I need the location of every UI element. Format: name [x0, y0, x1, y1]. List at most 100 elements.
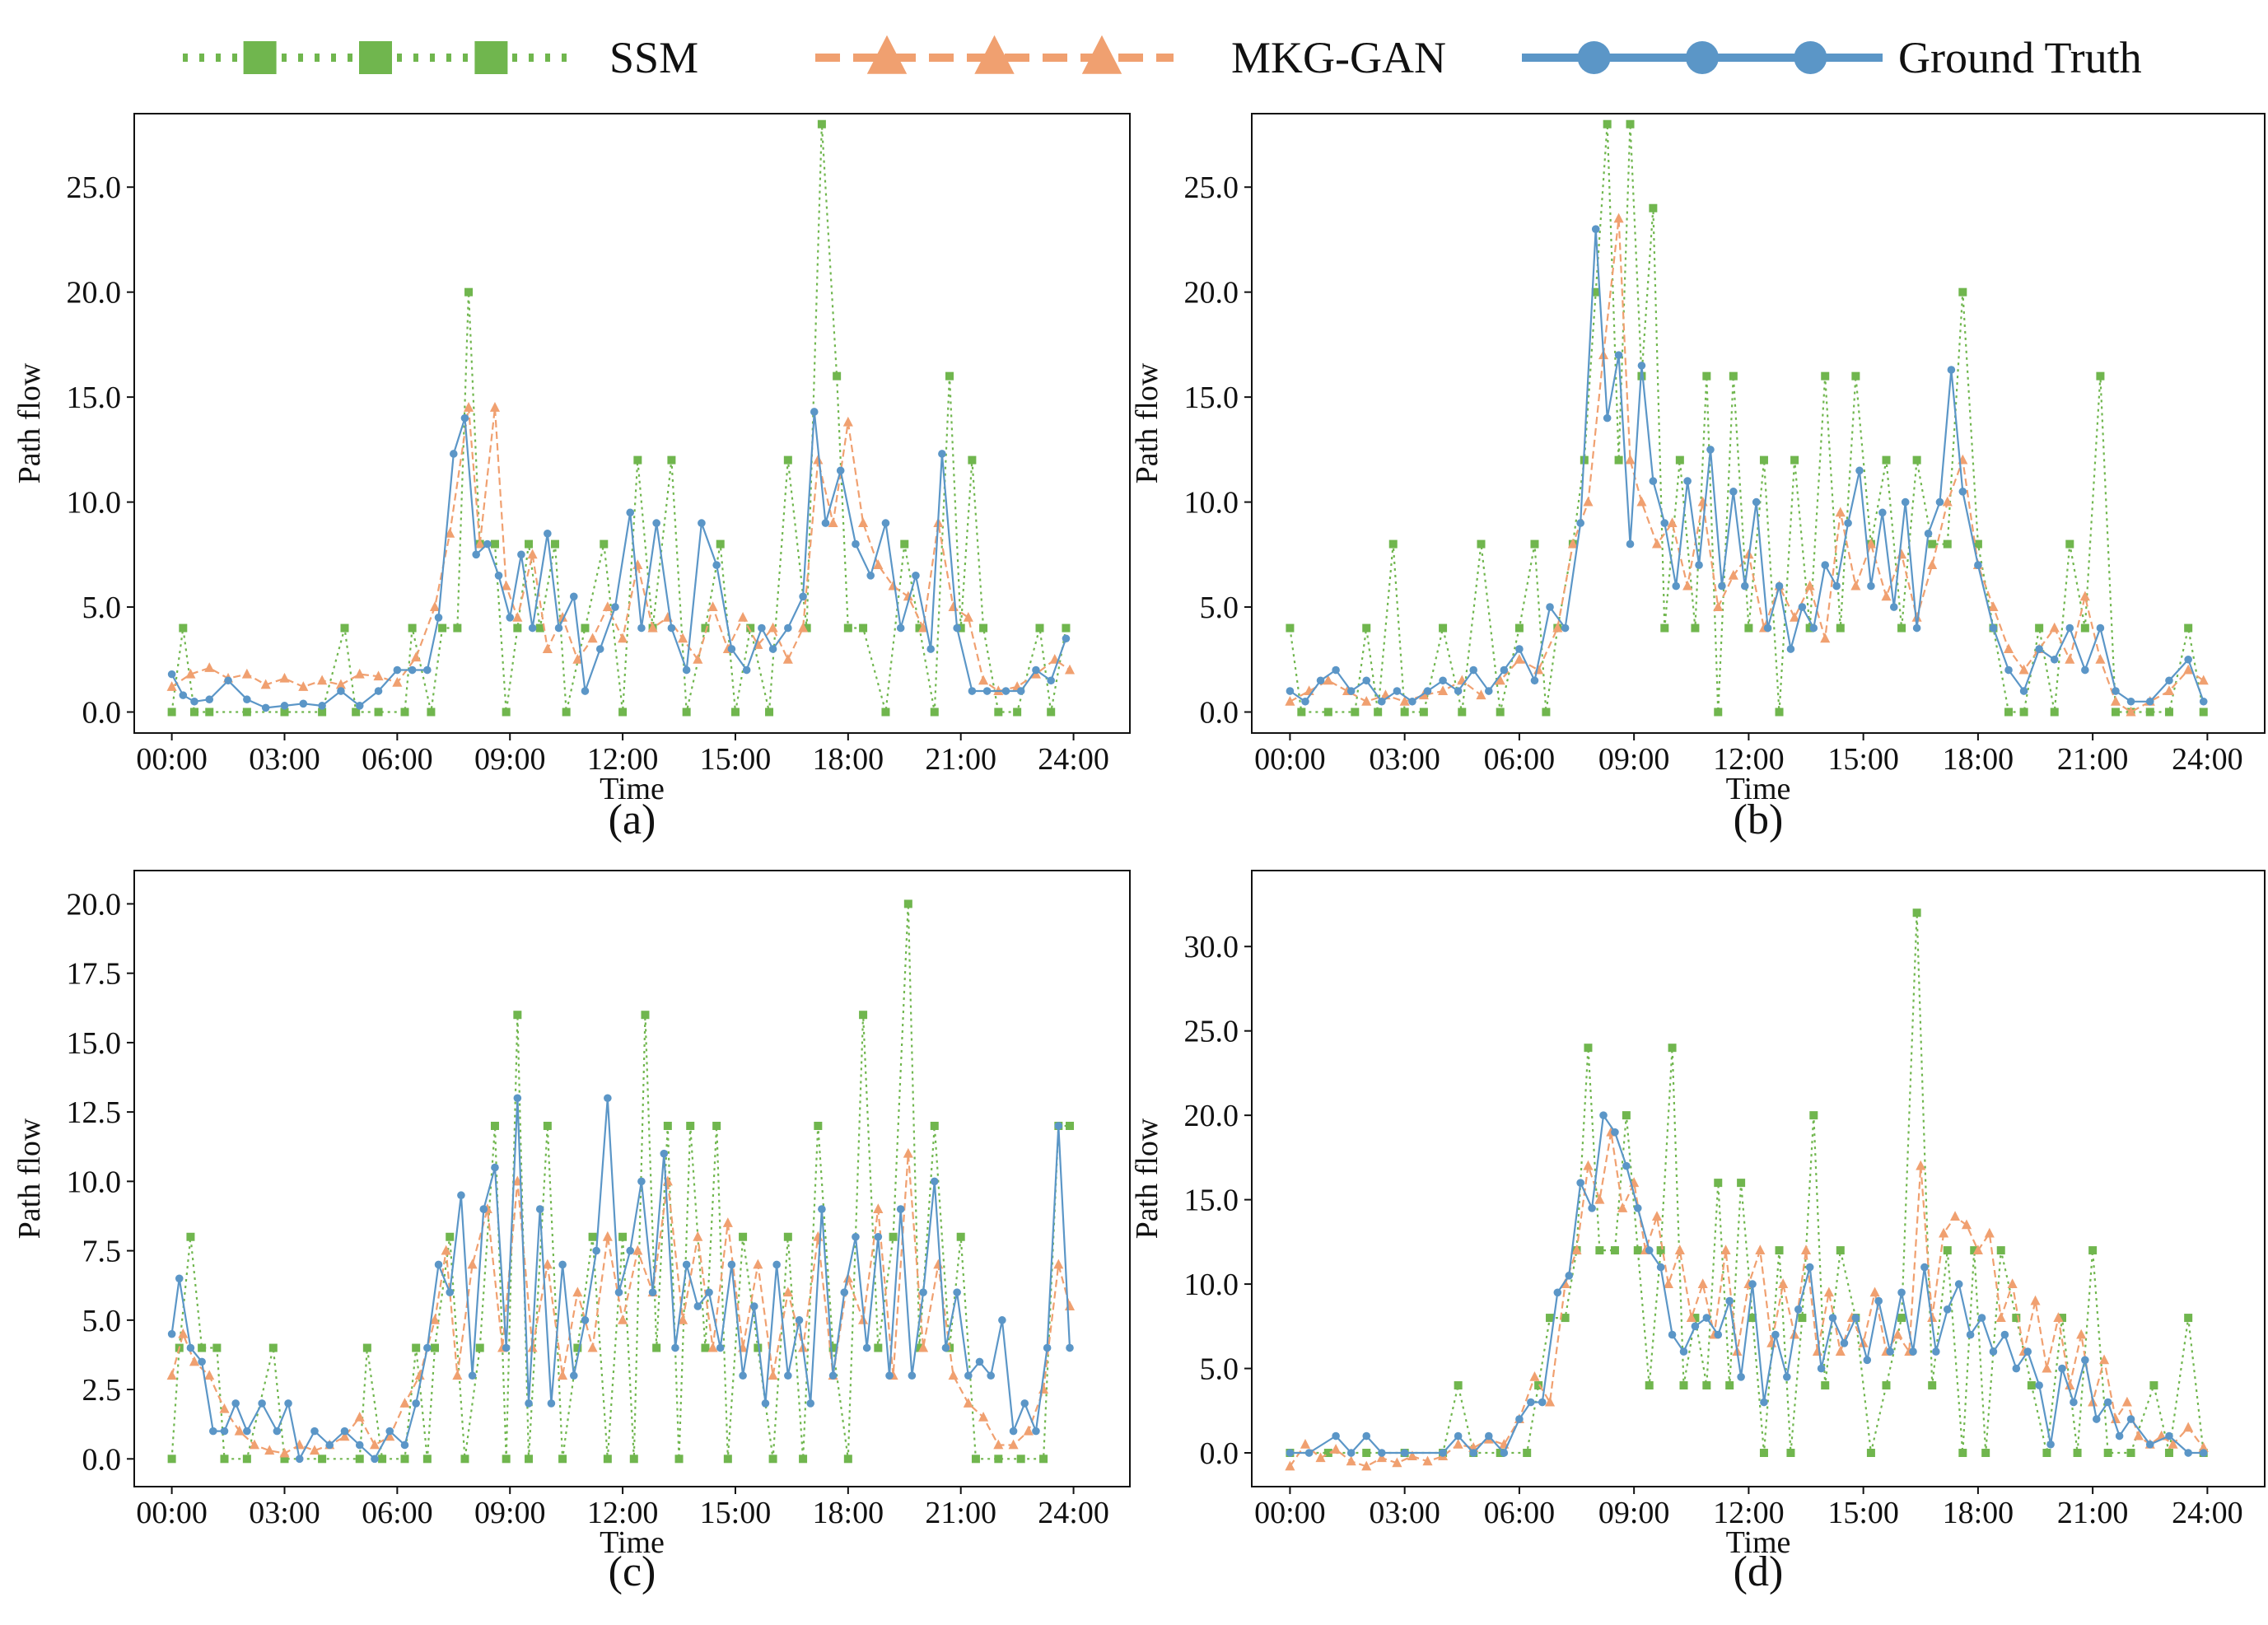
data-point-mkg-gan	[2003, 643, 2014, 653]
y-tick-label: 20.0	[67, 276, 122, 311]
data-point-ground-truth	[186, 1343, 195, 1352]
data-point-ssm	[1737, 1179, 1746, 1188]
data-point-ground-truth	[2023, 1347, 2032, 1356]
data-point-ground-truth	[1748, 1280, 1757, 1288]
data-point-ground-truth	[698, 519, 706, 527]
data-point-ground-truth	[799, 592, 807, 601]
data-point-mkg-gan	[1667, 517, 1678, 528]
data-point-mkg-gan	[558, 611, 568, 622]
data-point-mkg-gan	[1346, 1455, 1356, 1466]
legend-marker	[243, 41, 277, 74]
y-tick-label: 5.0	[82, 1304, 122, 1338]
data-point-ssm	[490, 1121, 499, 1130]
data-point-ssm	[1775, 1246, 1784, 1255]
data-point-ssm	[543, 1121, 552, 1130]
data-point-mkg-gan	[2018, 664, 2029, 675]
data-point-ground-truth	[1020, 1399, 1029, 1408]
panel-label: (d)	[1734, 1548, 1784, 1595]
data-point-ground-truth	[1393, 687, 1402, 695]
data-point-ssm	[550, 539, 559, 549]
data-point-ssm	[874, 1343, 883, 1352]
data-point-mkg-gan	[234, 1425, 245, 1436]
x-tick-label: 09:00	[474, 742, 546, 777]
data-point-mkg-gan	[1778, 1278, 1789, 1289]
data-point-ground-truth	[1844, 519, 1852, 527]
data-point-ground-truth	[682, 665, 691, 675]
data-point-ground-truth	[1920, 1263, 1929, 1272]
series-mkg-gan	[166, 402, 1076, 695]
series-line-mkg-gan	[1289, 1131, 2205, 1468]
data-point-ssm	[1534, 1381, 1543, 1390]
data-point-ground-truth	[2103, 1398, 2112, 1407]
data-point-ground-truth	[964, 1371, 973, 1380]
data-point-ssm	[2126, 1449, 2135, 1458]
data-point-ground-truth	[1912, 623, 1921, 633]
data-point-mkg-gan	[903, 1147, 913, 1158]
data-point-mkg-gan	[1315, 1452, 1326, 1463]
data-point-ground-truth	[1763, 623, 1772, 633]
x-tick-label: 24:00	[1038, 1496, 1109, 1530]
data-point-ssm	[1759, 455, 1768, 465]
data-point-ground-truth	[660, 1149, 669, 1158]
data-point-ground-truth	[818, 1205, 826, 1213]
data-point-ground-truth	[325, 1441, 334, 1450]
data-point-mkg-gan	[678, 1314, 688, 1324]
data-point-mkg-gan	[467, 1258, 478, 1269]
data-point-ssm	[205, 707, 214, 717]
data-point-ground-truth	[2199, 697, 2208, 706]
data-point-mkg-gan	[813, 454, 824, 465]
legend-label: Ground Truth	[1898, 33, 2142, 82]
data-point-ssm	[723, 1455, 732, 1464]
data-point-ssm	[1668, 1044, 1677, 1053]
data-point-mkg-gan	[618, 633, 628, 643]
data-point-ground-truth	[1515, 645, 1524, 653]
data-point-ground-truth	[535, 1205, 544, 1213]
data-point-ground-truth	[295, 1455, 304, 1464]
data-point-mkg-gan	[1927, 559, 1938, 570]
data-point-ssm	[739, 1232, 748, 1241]
data-point-ground-truth	[2126, 1415, 2135, 1423]
data-point-ground-truth	[231, 1399, 240, 1408]
data-point-ground-truth	[310, 1427, 319, 1436]
data-point-ground-truth	[874, 1232, 883, 1241]
data-point-ground-truth	[828, 1371, 838, 1380]
data-point-mkg-gan	[1552, 622, 1563, 633]
data-point-ground-truth	[1043, 1343, 1052, 1352]
data-point-mkg-gan	[1881, 591, 1892, 601]
x-tick-label: 12:00	[587, 1496, 659, 1530]
data-point-ssm	[843, 1455, 852, 1464]
data-point-ground-truth	[1649, 477, 1658, 485]
data-point-ground-truth	[1400, 1449, 1409, 1457]
data-point-ground-truth	[1561, 623, 1570, 633]
data-point-mkg-gan	[873, 1203, 884, 1214]
data-point-ground-truth	[1886, 1347, 1894, 1356]
data-point-mkg-gan	[260, 679, 271, 689]
data-point-mkg-gan	[542, 1258, 553, 1269]
data-point-ssm	[900, 539, 909, 549]
data-point-mkg-gan	[1995, 1312, 2006, 1323]
data-point-ground-truth	[852, 539, 860, 549]
data-point-ssm	[562, 707, 571, 717]
data-point-ground-truth	[1603, 413, 1612, 423]
data-point-mkg-gan	[2183, 1422, 2194, 1432]
legend: SSM MKG-GAN Ground Truth	[183, 33, 2142, 82]
data-point-ground-truth	[2165, 676, 2173, 685]
data-point-ssm	[355, 1455, 364, 1464]
data-point-ground-truth	[1626, 539, 1635, 549]
data-point-ground-truth	[355, 702, 364, 710]
data-point-ground-truth	[912, 572, 920, 580]
data-point-mkg-gan	[782, 653, 793, 664]
data-point-ssm	[1675, 455, 1684, 465]
data-point-ground-truth	[544, 530, 552, 538]
data-point-ssm	[2027, 1381, 2036, 1390]
data-point-mkg-gan	[1674, 1244, 1685, 1255]
data-point-mkg-gan	[1392, 1457, 1402, 1468]
data-point-mkg-gan	[2049, 622, 2060, 633]
data-point-mkg-gan	[768, 622, 778, 633]
data-point-ssm	[629, 1455, 638, 1464]
data-point-ground-truth	[284, 1399, 292, 1408]
data-point-ssm	[1561, 1314, 1570, 1323]
data-point-mkg-gan	[354, 668, 365, 679]
data-point-ssm	[2004, 707, 2014, 717]
data-point-mkg-gan	[678, 633, 688, 643]
